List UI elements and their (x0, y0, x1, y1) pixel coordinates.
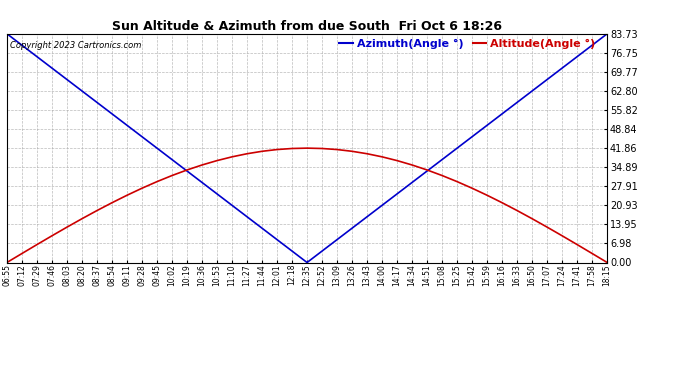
Text: Copyright 2023 Cartronics.com: Copyright 2023 Cartronics.com (10, 40, 141, 50)
Title: Sun Altitude & Azimuth from due South  Fri Oct 6 18:26: Sun Altitude & Azimuth from due South Fr… (112, 20, 502, 33)
Legend: Azimuth(Angle °), Altitude(Angle °): Azimuth(Angle °), Altitude(Angle °) (339, 39, 595, 50)
